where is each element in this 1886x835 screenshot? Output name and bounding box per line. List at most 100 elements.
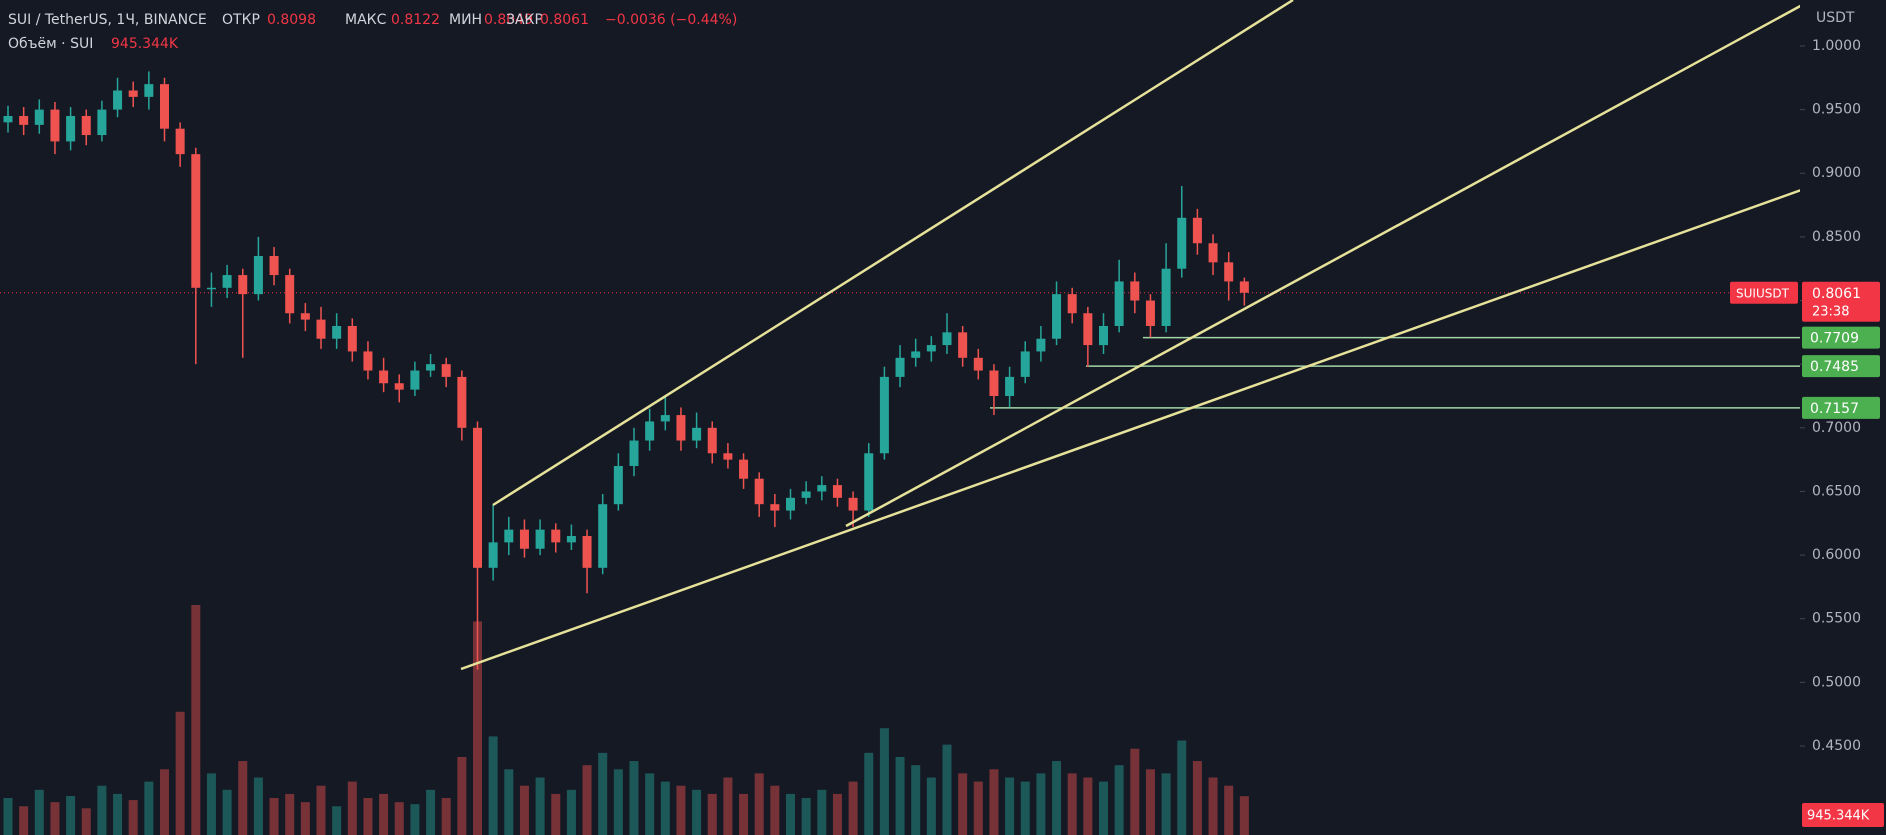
volume-bar [269, 798, 279, 835]
candle-body [582, 536, 592, 568]
volume-bar [50, 802, 60, 835]
volume-bar [160, 769, 169, 835]
volume-bar [739, 793, 749, 835]
volume-bar [676, 785, 686, 835]
volume-bar [144, 781, 154, 835]
volume-bar [363, 798, 373, 835]
candle-body [160, 84, 169, 129]
candle-body [1239, 281, 1249, 293]
candle-body [113, 90, 123, 110]
volume-bar [238, 761, 248, 835]
volume-bar [551, 793, 561, 835]
candle-body [269, 255, 279, 276]
candle-body [895, 357, 905, 377]
y-tick-label: 0.4500 [1812, 738, 1861, 754]
y-tick-label: 0.9500 [1812, 102, 1861, 118]
candle-body [97, 109, 107, 136]
volume-bar [222, 789, 232, 835]
candle-body [504, 529, 514, 543]
candle-body [379, 370, 389, 384]
last-price-label: 0.8061 [1812, 286, 1861, 302]
volume-bar [128, 800, 138, 835]
volume-bar [1177, 740, 1187, 835]
candle-body [144, 84, 154, 97]
volume-bar [535, 777, 545, 835]
volume-bar [379, 793, 389, 835]
level-label: 0.7485 [1810, 359, 1859, 375]
volume-bar [723, 777, 733, 835]
volume-bar [1005, 777, 1015, 835]
candle-body [285, 275, 295, 314]
candle-body [332, 325, 342, 339]
volume-bar [895, 756, 905, 835]
candle-body [3, 115, 13, 123]
volume-bar [1020, 781, 1030, 835]
candle-body [879, 376, 889, 454]
candle-body [1005, 376, 1015, 396]
candle-body [300, 313, 310, 320]
candle-body [707, 427, 717, 454]
candle-body [347, 325, 357, 352]
volume-box-label: 945.344K [1807, 809, 1870, 824]
y-tick-label: 0.5000 [1812, 674, 1861, 690]
countdown: 23:38 [1812, 304, 1849, 319]
price-pane [0, 71, 1800, 670]
volume-bar [457, 756, 467, 835]
volume-bar [864, 752, 874, 835]
volume-bar [817, 789, 827, 835]
candle-body [441, 364, 451, 377]
candle-body [1099, 325, 1108, 346]
y-tick-label: 0.9000 [1812, 165, 1861, 181]
level-label: 0.7157 [1810, 401, 1859, 417]
price-axis: USDT1.00000.95000.90000.85000.80000.7500… [1730, 0, 1886, 835]
volume-bar [832, 793, 842, 835]
candle-body [1114, 281, 1124, 326]
candle-body [958, 332, 968, 358]
header: SUI / TetherUS, 1Ч, BINANCE ОТКР 0.8098 МАК… [8, 12, 737, 52]
volume-bar [410, 804, 420, 835]
volume-bar [770, 785, 780, 835]
volume-bar [285, 793, 295, 835]
candle-body [692, 427, 702, 441]
volume-bar [958, 773, 968, 835]
symbol: SUI / TetherUS, 1Ч, BINANCE [8, 12, 207, 28]
volume-bar [1239, 796, 1249, 835]
volume-bar [707, 793, 717, 835]
candle-body [801, 491, 811, 498]
candle-body [848, 497, 858, 511]
candle-body [566, 536, 576, 543]
candle-body [410, 370, 420, 390]
volume-value: 945.344K [111, 36, 179, 52]
volume-pane [3, 605, 1249, 835]
volume-bar [426, 789, 436, 835]
volume-bar [926, 777, 936, 835]
volume-bar [1052, 761, 1062, 835]
ohlc-value: 0.8061 [540, 12, 589, 28]
volume-bar [801, 798, 811, 835]
candle-body [1161, 268, 1171, 326]
candle-body [832, 485, 842, 498]
candle-body [128, 90, 138, 97]
volume-bar [629, 761, 639, 835]
candle-body [222, 275, 232, 288]
candle-body [519, 529, 529, 549]
volume-bar [175, 711, 185, 835]
change: −0.0036 (−0.44%) [605, 12, 737, 28]
candle-body [1036, 338, 1046, 352]
candle-body [316, 319, 326, 339]
candle-body [1192, 217, 1202, 244]
candle-body [175, 128, 185, 155]
candle-body [363, 351, 373, 371]
y-tick-label: 0.6500 [1812, 483, 1861, 499]
candle-body [817, 485, 827, 492]
candle-body [551, 529, 561, 543]
candle-body [253, 255, 263, 295]
level-box [1802, 355, 1880, 378]
ohlc-value: 0.8049 [484, 12, 533, 28]
candle-body [1177, 217, 1187, 269]
candle-body [191, 154, 201, 288]
volume-bar [598, 752, 608, 835]
candle-body [394, 383, 404, 390]
volume-bar [660, 781, 670, 835]
